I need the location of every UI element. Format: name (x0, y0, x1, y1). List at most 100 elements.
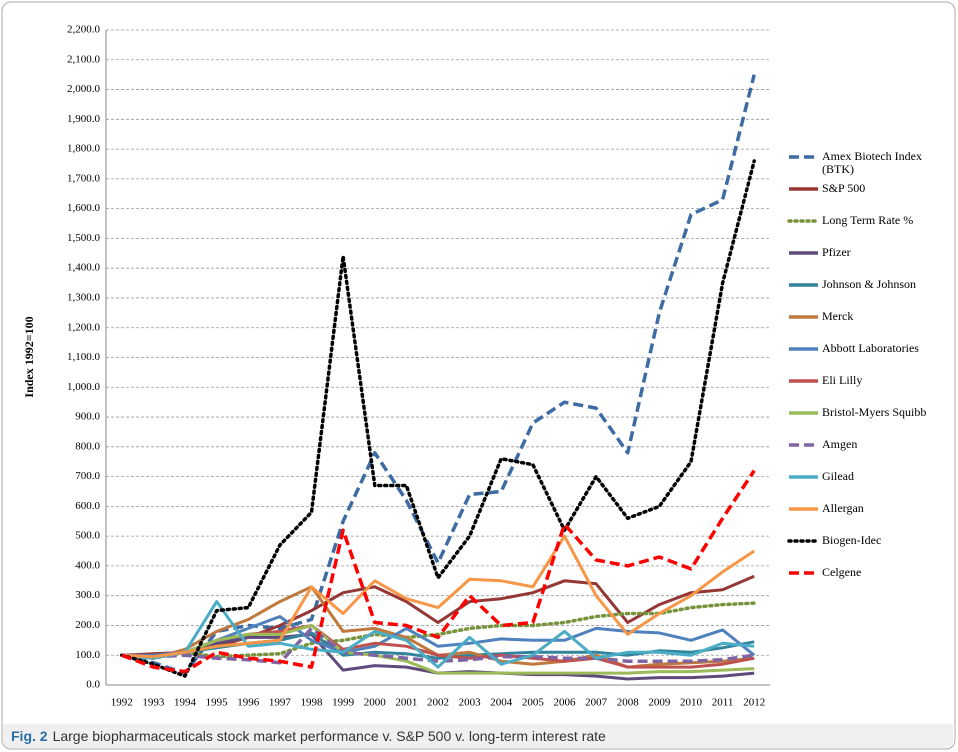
legend-swatch (789, 507, 818, 511)
y-tick-label: 900.0 (75, 411, 100, 423)
y-tick-label: 800.0 (75, 440, 100, 452)
legend-item: Amgen (786, 438, 951, 451)
legend-label: Celgene (822, 565, 862, 579)
legend-label: Johnson & Johnson (822, 277, 917, 291)
legend-item: Merck (786, 310, 951, 323)
legend-label: Pfizer (822, 245, 851, 259)
x-tick-label: 1994 (174, 697, 197, 709)
series-line (121, 534, 756, 659)
x-tick-label: 2002 (427, 697, 449, 709)
legend-label: Merck (822, 309, 854, 323)
legend-swatch (789, 475, 818, 479)
legend-item: Allergan (786, 502, 951, 515)
y-tick-label: 1,400.0 (67, 262, 101, 274)
legend-item: Bristol-Myers Squibb (786, 406, 951, 419)
x-tick-label: 1996 (237, 697, 260, 709)
y-tick-label: 100.0 (75, 649, 100, 661)
series-line (121, 626, 755, 665)
series-line (121, 600, 755, 669)
y-tick-label: 1,600.0 (67, 202, 101, 214)
x-tick-label: 1995 (206, 697, 229, 709)
y-tick-label: 600.0 (75, 500, 100, 512)
x-tick-label: 2008 (617, 697, 640, 709)
legend-swatch (789, 187, 818, 191)
y-tick-label: 0.0 (86, 679, 100, 691)
x-tick-label: 2006 (553, 697, 576, 709)
series-line (121, 574, 755, 657)
y-axis-label: Index 1992=100 (22, 316, 36, 397)
x-tick-label: 1993 (142, 697, 165, 709)
y-tick-label: 2,200.0 (67, 24, 101, 36)
legend-item: Abbott Laboratories (786, 342, 951, 355)
legend-swatch (789, 155, 818, 159)
legend-item: Long Term Rate % (786, 214, 951, 227)
x-tick-label: 2000 (364, 697, 387, 709)
legend-label: Allergan (822, 501, 864, 515)
y-tick-label: 700.0 (75, 470, 100, 482)
y-tick-label: 1,100.0 (67, 351, 101, 363)
legend-item: Amex Biotech Index (BTK) (786, 150, 951, 176)
legend-swatch (789, 379, 818, 383)
x-tick-label: 1992 (111, 697, 133, 709)
legend-item: Gilead (786, 470, 951, 483)
x-tick-label: 2004 (490, 697, 513, 709)
y-tick-label: 1,800.0 (67, 143, 101, 155)
legend-label: Bristol-Myers Squibb (822, 405, 927, 419)
x-tick-label: 2005 (522, 697, 545, 709)
x-tick-label: 2007 (585, 697, 608, 709)
legend-item: Eli Lilly (786, 374, 951, 387)
y-tick-label: 2,100.0 (67, 53, 101, 65)
caption-label: Fig. 2 (11, 728, 48, 744)
legend-label: S&P 500 (822, 181, 866, 195)
legend-swatch (787, 539, 820, 543)
y-tick-label: 1,900.0 (67, 113, 101, 125)
legend-swatch (789, 315, 818, 319)
y-tick-label: 1,300.0 (67, 291, 101, 303)
y-tick-label: 1,200.0 (67, 321, 101, 333)
x-tick-label: 1997 (269, 697, 292, 709)
x-tick-label: 2011 (712, 697, 734, 709)
y-tick-label: 1,500.0 (67, 232, 101, 244)
legend-label: Amgen (822, 437, 858, 451)
legend-item: Johnson & Johnson (786, 278, 951, 291)
legend-swatch (789, 251, 818, 255)
x-tick-label: 2012 (743, 697, 765, 709)
legend-item: Biogen-Idec (786, 534, 951, 547)
x-tick-label: 2010 (680, 697, 703, 709)
y-tick-label: 1,000.0 (67, 381, 101, 393)
y-tick-label: 2,000.0 (67, 83, 101, 95)
legend-label: Eli Lilly (822, 373, 863, 387)
legend-label: Amex Biotech Index (BTK) (822, 149, 922, 176)
legend-item: Pfizer (786, 246, 951, 259)
y-tick-label: 1,700.0 (67, 172, 101, 184)
series-line (121, 615, 756, 657)
x-tick-label: 1998 (301, 697, 324, 709)
legend-swatch (789, 571, 818, 575)
x-tick-label: 1999 (332, 697, 355, 709)
legend-label: Abbott Laboratories (822, 341, 919, 355)
legend-label: Biogen-Idec (822, 533, 882, 547)
y-tick-label: 500.0 (75, 530, 100, 542)
legend-item: Celgene (786, 566, 951, 579)
series-line (121, 74, 756, 675)
legend-swatch (789, 443, 818, 447)
series-line (120, 601, 756, 660)
x-tick-label: 2001 (395, 697, 417, 709)
legend-swatch (789, 411, 818, 415)
x-tick-label: 2009 (648, 697, 671, 709)
y-tick-label: 200.0 (75, 619, 100, 631)
legend-label: Long Term Rate % (822, 213, 914, 227)
caption: Fig. 2 Large biopharmaceuticals stock mar… (3, 724, 953, 748)
legend-label: Gilead (822, 469, 854, 483)
x-tick-label: 2003 (459, 697, 482, 709)
y-tick-label: 400.0 (75, 559, 100, 571)
series-line (120, 159, 756, 678)
y-tick-label: 300.0 (75, 589, 100, 601)
legend-item: S&P 500 (786, 182, 951, 195)
series-line (121, 469, 756, 674)
series-line (121, 624, 755, 675)
legend-swatch (787, 219, 820, 223)
